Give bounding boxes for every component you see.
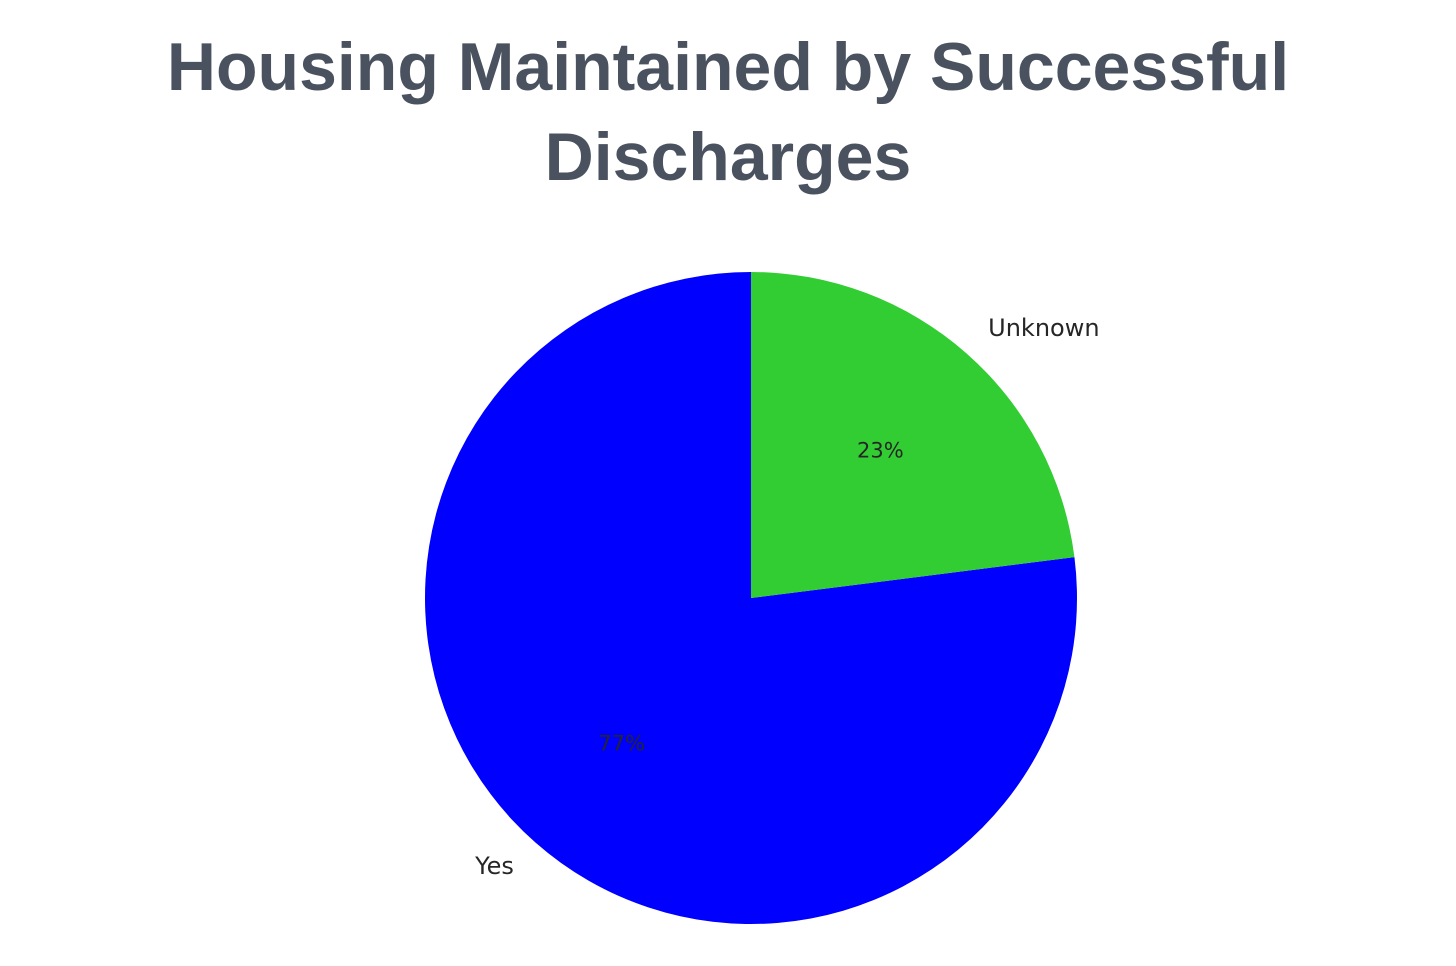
chart-title: Housing Maintained by Successful Dischar… xyxy=(166,29,1290,195)
percent-label: 23% xyxy=(857,438,904,462)
slice-label: Unknown xyxy=(988,314,1099,342)
percent-label: 77% xyxy=(598,732,645,756)
slice-label: Yes xyxy=(474,852,514,880)
pie-slice xyxy=(425,272,1078,925)
pie-slice xyxy=(751,272,1075,598)
